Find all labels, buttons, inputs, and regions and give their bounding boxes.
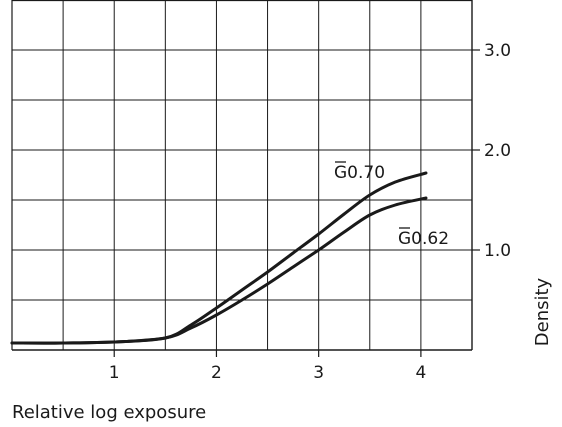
x-tick-label: 3	[313, 363, 324, 383]
plot-frame	[11, 0, 473, 351]
y-tick-label: 1.0	[484, 241, 511, 261]
series-labels: G0.70 G0.62	[334, 161, 449, 249]
series-line-g070	[10, 171, 428, 345]
series-label-g070: G0.70	[334, 163, 385, 183]
y-axis-title: Density	[532, 277, 553, 346]
y-tick-label: 3.0	[484, 41, 511, 61]
series-label-g062: G0.62	[398, 229, 449, 249]
x-tick-label: 2	[211, 363, 222, 383]
x-tick-label: 1	[109, 363, 120, 383]
tick-labels: 1 2 3 4 1.0 2.0 3.0	[109, 41, 511, 383]
grid	[12, 0, 472, 350]
series-line-g062	[10, 196, 428, 345]
y-tick-label: 2.0	[484, 141, 511, 161]
series-lines	[10, 171, 428, 345]
x-tick-label: 4	[415, 363, 426, 383]
x-axis-title: Relative log exposure	[12, 402, 206, 423]
